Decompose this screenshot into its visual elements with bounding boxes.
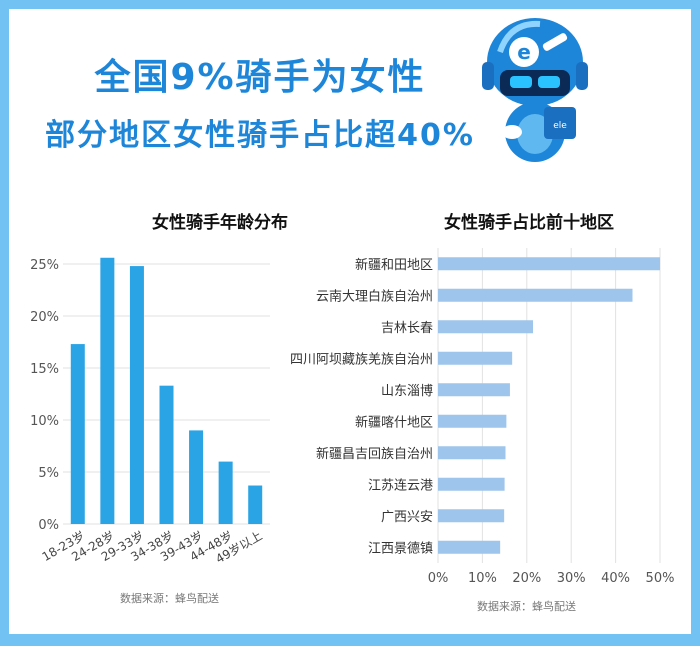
x-tick-label: 40%	[601, 571, 630, 585]
y-tick-label: 20%	[30, 310, 59, 325]
bar	[438, 509, 505, 523]
y-tick-label: 25%	[30, 258, 59, 273]
top-regions-chart: 0% 10% 20% 30% 40% 50% 新疆和田地区云南大理白族自治州吉林长春四川阿坝…	[290, 248, 675, 585]
x-tick-label: 20%	[512, 571, 541, 585]
right-chart-source: 数据来源：蜂鸟配送	[477, 600, 576, 613]
right-chart-title: 女性骑手占比前十地区	[444, 213, 614, 233]
bar	[438, 257, 660, 271]
bar	[70, 344, 85, 524]
category-label: 江西景德镇	[368, 541, 433, 556]
x-tick-label: 50%	[646, 571, 675, 585]
category-label: 广西兴安	[381, 510, 433, 525]
left-chart-source: 数据来源：蜂鸟配送	[120, 592, 219, 605]
bar	[438, 414, 507, 428]
bar	[129, 266, 144, 524]
x-tick-label: 0%	[428, 571, 449, 585]
headline-line-1: 全国9%骑手为女性	[94, 57, 426, 98]
mascot-badge: ele	[553, 121, 567, 131]
y-tick-label: 15%	[30, 362, 59, 377]
bar	[189, 430, 204, 524]
bar	[248, 485, 263, 524]
category-label: 新疆喀什地区	[355, 414, 433, 430]
category-label: 山东淄博	[381, 384, 433, 399]
bar	[438, 351, 513, 365]
mascot-letter: e	[517, 40, 531, 64]
bar	[438, 540, 501, 554]
headline-line-2: 部分地区女性骑手占比超40%	[45, 118, 475, 153]
y-tick-label: 0%	[38, 518, 59, 533]
bar	[438, 288, 633, 302]
category-label: 江苏连云港	[368, 477, 433, 493]
y-tick-label: 10%	[30, 414, 59, 429]
category-label: 新疆昌吉回族自治州	[316, 446, 433, 462]
y-tick-label: 5%	[38, 466, 59, 481]
robot-mascot-icon: ele e	[482, 18, 588, 162]
x-tick-label: 30%	[557, 571, 586, 585]
bar	[438, 446, 506, 460]
age-distribution-chart: 0%5%10%15%20%25%18-23岁24-28岁29-33岁34-38岁…	[30, 257, 270, 566]
bar	[100, 257, 115, 524]
category-label: 新疆和田地区	[355, 257, 433, 273]
left-chart-title: 女性骑手年龄分布	[152, 213, 288, 233]
x-tick-label: 10%	[468, 571, 497, 585]
bar	[159, 385, 174, 524]
category-label: 四川阿坝藏族羌族自治州	[290, 351, 433, 367]
bar	[218, 461, 233, 524]
category-label: 云南大理白族自治州	[316, 288, 433, 304]
bar	[438, 477, 505, 491]
bar	[438, 320, 534, 334]
category-label: 吉林长春	[381, 321, 433, 336]
bar	[438, 383, 510, 397]
